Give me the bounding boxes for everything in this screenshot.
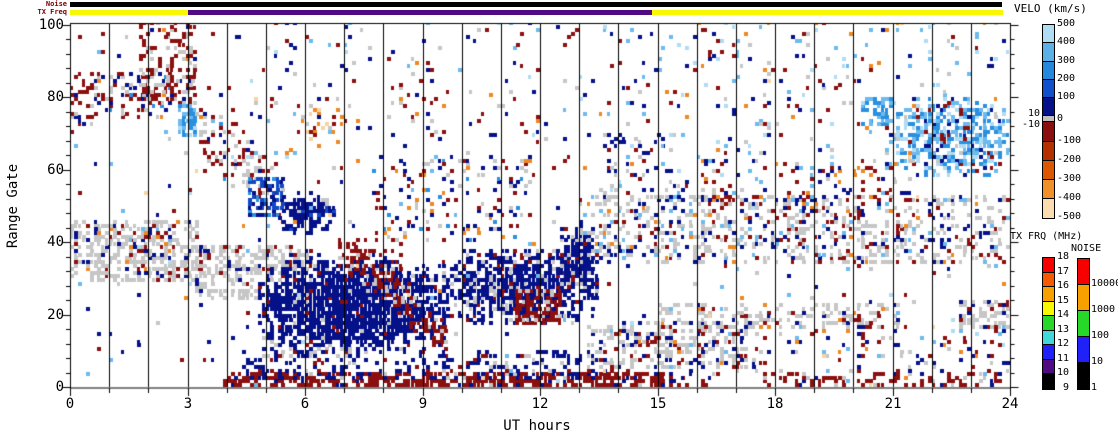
velocity-colorbar (1042, 24, 1055, 219)
tx-frq-scale-label-17: 17 (1056, 265, 1069, 277)
y-tick-label-20: 20 (47, 307, 64, 323)
tx-frq-colorbar-segment-5 (1043, 330, 1054, 346)
velocity-scale-label--400: -400 (1057, 191, 1082, 203)
tx-frq-scale-label-18: 18 (1056, 251, 1069, 262)
tx-frq-colorbar-segment-7 (1043, 359, 1054, 375)
x-tick-label-18: 18 (766, 396, 784, 412)
velocity-scale-label--100: -100 (1057, 134, 1082, 146)
tx-freq-level-bar (0, 10, 1118, 15)
x-tick-label-24: 24 (1001, 396, 1019, 412)
velocity-scale-label-300: 300 (1057, 54, 1076, 66)
tx-frq-scale-label-10: 10 (1056, 367, 1069, 379)
velocity-threshold-label-pos: 10 (1027, 107, 1040, 119)
y-tick-label-0: 0 (55, 379, 64, 395)
noise-bar-segment-0 (70, 2, 1002, 7)
tx-frq-colorbar-title: TX FRQ (MHz) (1010, 231, 1083, 242)
velocity-colorbar-segment-3 (1043, 79, 1054, 99)
noise-colorbar-segment-3 (1078, 337, 1089, 363)
x-tick-label-15: 15 (649, 396, 667, 412)
noise-level-bar (0, 2, 1118, 7)
x-axis-title: UT hours (503, 418, 571, 434)
tx-frq-colorbar-segment-8 (1043, 374, 1054, 389)
x-tick-label-0: 0 (65, 396, 75, 412)
velocity-threshold-label-neg: -10 (1021, 118, 1040, 130)
velocity-colorbar-segment-1 (1043, 43, 1054, 62)
tx-frq-colorbar-segment-4 (1043, 316, 1054, 331)
x-tick-label-6: 6 (300, 396, 310, 412)
x-tick-label-3: 3 (183, 396, 193, 412)
tx-frq-colorbar-segment-3 (1043, 301, 1054, 317)
velocity-colorbar-segment-7 (1043, 141, 1054, 161)
tx-frq-scale-label-16: 16 (1056, 280, 1069, 292)
noise-colorbar-title: NOISE (1071, 243, 1102, 254)
velocity-colorbar-segment-5 (1043, 116, 1054, 123)
tx-frq-scale-label-13: 13 (1056, 323, 1069, 335)
noise-bar-label: Noise (45, 0, 67, 8)
tx-freq-bar-label: TX Freq (37, 8, 67, 16)
noise-colorbar-segment-0 (1078, 259, 1089, 285)
noise-colorbar-segment-2 (1078, 311, 1089, 337)
velocity-scale-label-100: 100 (1057, 91, 1076, 103)
velocity-colorbar-segment-4 (1043, 98, 1054, 117)
txfreq-bar-segment-2 (652, 10, 1003, 15)
x-tick-label-12: 12 (531, 396, 549, 412)
noise-scale-label-10000: 10000 (1091, 278, 1118, 289)
tx-frq-colorbar-segment-2 (1043, 287, 1054, 302)
y-tick-label-100: 100 (38, 17, 64, 33)
velocity-colorbar-segment-2 (1043, 61, 1054, 80)
tx-frq-colorbar-segment-1 (1043, 272, 1054, 288)
y-tick-label-40: 40 (47, 234, 64, 250)
tx-frq-colorbar-segment-0 (1043, 258, 1054, 273)
tx-frq-scale-label-14: 14 (1056, 309, 1069, 321)
noise-scale-label-100: 100 (1091, 330, 1110, 341)
noise-scale-label-1000: 1000 (1091, 304, 1116, 315)
noise-colorbar-segment-4 (1078, 363, 1089, 389)
tx-frq-scale-label-15: 15 (1056, 294, 1069, 306)
velocity-colorbar-segment-6 (1043, 122, 1054, 142)
velocity-scale-label--500: -500 (1057, 211, 1082, 222)
tx-frq-scale-label-11: 11 (1056, 352, 1069, 364)
velocity-colorbar-title: VELO (km/s) (1014, 2, 1087, 15)
noise-scale-label-1: 1 (1091, 382, 1098, 393)
tx-frq-scale-label-12: 12 (1056, 338, 1069, 350)
velocity-scale-label-200: 200 (1057, 72, 1076, 84)
y-axis-title: Range Gate (5, 163, 21, 249)
velocity-colorbar-segment-9 (1043, 179, 1054, 199)
txfreq-bar-segment-0 (70, 10, 188, 15)
velocity-colorbar-segment-8 (1043, 160, 1054, 180)
velocity-scale-label-0: 0 (1057, 112, 1064, 124)
tx-frq-scale-label-9: 9 (1062, 382, 1069, 394)
velocity-colorbar-segment-10 (1043, 198, 1054, 218)
x-tick-label-9: 9 (418, 396, 428, 412)
x-tick-label-21: 21 (884, 396, 902, 412)
velocity-scale-label--300: -300 (1057, 172, 1082, 184)
noise-scale-label-10: 10 (1091, 356, 1104, 367)
y-tick-label-60: 60 (47, 162, 64, 178)
tx-frq-colorbar-segment-6 (1043, 345, 1054, 360)
txfreq-bar-segment-1 (188, 10, 652, 15)
noise-colorbar (1077, 258, 1090, 390)
velocity-scale-label-400: 400 (1057, 36, 1076, 48)
velocity-colorbar-segment-0 (1043, 25, 1054, 44)
velocity-scale-label-500: 500 (1057, 18, 1076, 29)
tx-frq-colorbar (1042, 257, 1055, 390)
noise-colorbar-segment-1 (1078, 285, 1089, 311)
y-tick-label-80: 80 (47, 89, 64, 105)
velocity-scale-label--200: -200 (1057, 153, 1082, 165)
